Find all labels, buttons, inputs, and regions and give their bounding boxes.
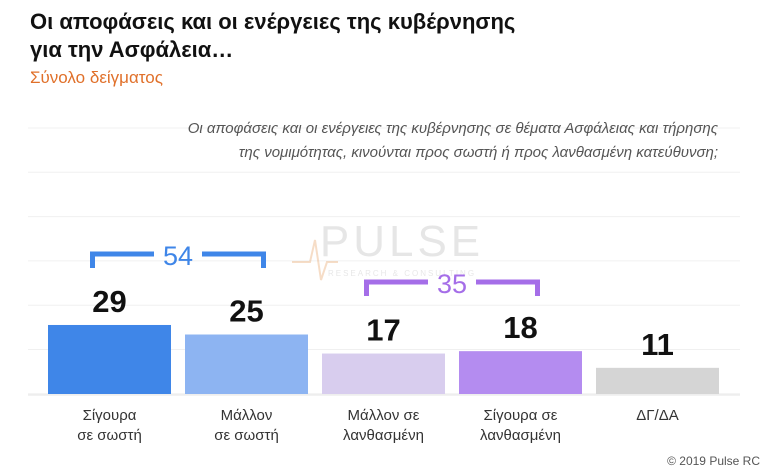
bar: [596, 367, 719, 394]
category-label: λανθασμένη: [343, 427, 424, 444]
watermark-text: PULSE: [320, 217, 484, 266]
chart-title-line-1: Οι αποφάσεις και οι ενέργειες της κυβέρν…: [30, 9, 516, 34]
category-label: Σίγουρα σε: [484, 407, 558, 424]
bracket-line-right: [202, 251, 266, 268]
bracket-line-right: [476, 279, 540, 296]
bar-value-label: 11: [641, 327, 674, 362]
category-label: ΔΓ/ΔΑ: [636, 407, 678, 424]
bar-value-label: 17: [366, 313, 400, 348]
bar: [185, 334, 308, 394]
watermark: PULSE RESEARCH & CONSULTING: [292, 217, 484, 281]
survey-question: Οι αποφάσεις και οι ενέργειες της κυβέρν…: [78, 117, 718, 165]
bar-value-label: 29: [92, 284, 126, 319]
category-label: σε σωστή: [214, 427, 279, 444]
category-label: σε σωστή: [77, 427, 142, 444]
group-bracket: 54: [90, 241, 266, 271]
watermark-subtext: RESEARCH & CONSULTING: [328, 269, 476, 278]
bar: [322, 353, 445, 394]
bar: [459, 351, 582, 394]
category-label: Σίγουρα: [83, 407, 137, 424]
group-bracket: 35: [364, 269, 540, 299]
group-total-label: 35: [437, 269, 467, 299]
category-label: λανθασμένη: [480, 427, 561, 444]
bracket-line-left: [90, 251, 154, 268]
bar-value-label: 18: [503, 310, 537, 345]
survey-question-line-1: Οι αποφάσεις και οι ενέργειες της κυβέρν…: [187, 120, 718, 137]
bar: [48, 324, 171, 394]
bar-value-label: 25: [229, 294, 263, 329]
chart-subtitle: Σύνολο δείγματος: [30, 68, 163, 87]
category-label: Μάλλον σε: [348, 407, 420, 424]
bracket-line-left: [364, 279, 428, 296]
chart-title: Οι αποφάσεις και οι ενέργειες της κυβέρν…: [30, 8, 650, 64]
copyright-note: © 2019 Pulse RC: [667, 454, 760, 468]
survey-question-line-2: της νομιμότητας, κινούνται προς σωστή ή …: [238, 144, 718, 161]
watermark-pulse-line: [292, 239, 338, 281]
group-total-label: 54: [163, 241, 193, 271]
category-label: Μάλλον: [221, 407, 273, 424]
chart-title-line-2: για την Ασφάλεια…: [30, 37, 234, 62]
